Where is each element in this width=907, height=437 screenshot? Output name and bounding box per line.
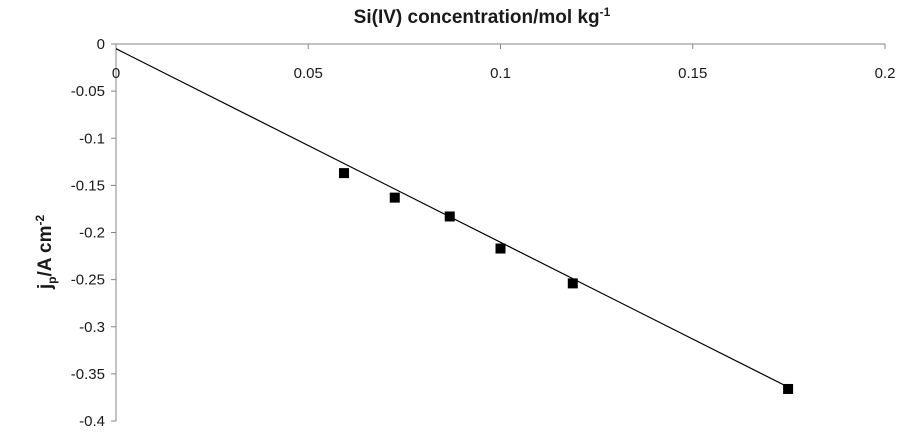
y-tick-label: -0.05: [71, 83, 105, 100]
y-axis-title-superscript: -2: [33, 215, 47, 226]
x-axis-title-main: Si(IV) concentration/mol kg: [354, 7, 600, 28]
data-point: [567, 278, 578, 289]
y-axis-title-unit: /A cm: [35, 226, 56, 277]
x-tick-label: 0.1: [490, 65, 511, 82]
data-point: [389, 192, 400, 203]
y-tick-label: 0: [97, 36, 105, 53]
y-tick-label: -0.15: [71, 177, 105, 194]
y-tick-label: -0.35: [71, 366, 105, 383]
y-tick-label: -0.4: [79, 413, 105, 430]
y-axis: 0 -0.05 -0.1 -0.15 -0.2 -0.25 -0.3 -0.35 -0.4: [71, 36, 117, 430]
x-axis-title: Si(IV) concentration/mol kg-1: [354, 5, 611, 28]
y-axis-title-subscript: p: [45, 277, 59, 284]
data-point: [783, 383, 794, 394]
x-tick-label: 0.15: [678, 65, 707, 82]
data-point: [495, 243, 506, 254]
y-tick-label: -0.3: [79, 319, 105, 336]
y-tick-label: -0.1: [79, 130, 105, 147]
x-tick-label: 0.2: [875, 65, 896, 82]
data-point: [444, 211, 455, 222]
y-tick-label: -0.2: [79, 225, 105, 242]
y-axis-title: jp/A cm-2: [33, 215, 59, 291]
x-tick-label: 0: [112, 65, 120, 82]
y-tick-label: -0.25: [71, 272, 105, 289]
y-axis-title-main: j: [35, 284, 56, 290]
x-axis-title-superscript: -1: [600, 5, 611, 19]
data-point: [339, 168, 350, 179]
x-tick-label: 0.05: [294, 65, 323, 82]
points-layer: [339, 168, 794, 394]
x-axis: 0 0.05 0.1 0.15 0.2: [112, 43, 896, 82]
